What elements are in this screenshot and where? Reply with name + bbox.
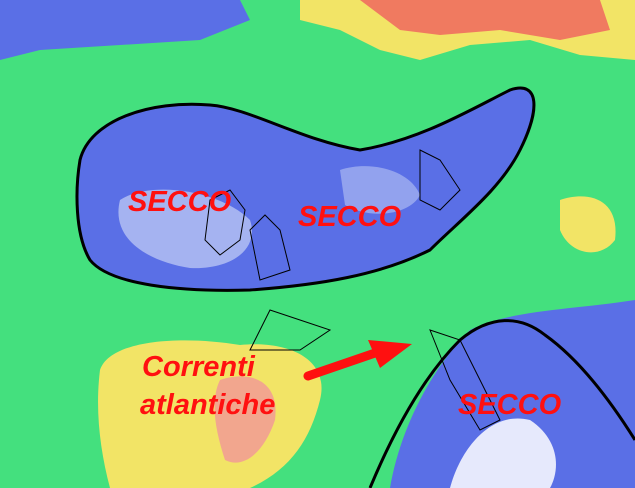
label-secco-north-sea: SECCO (298, 201, 402, 233)
very-dry-area-1 (118, 189, 252, 269)
very-dry-area-2 (340, 166, 420, 214)
very-dry-area-3 (450, 418, 556, 488)
dry-area-southeast (390, 300, 635, 488)
contour-line-north (75, 86, 536, 292)
dry-area-northwest (0, 0, 250, 60)
humid-salmon-iberia (214, 376, 276, 463)
humid-area-iberia (98, 340, 322, 488)
humid-area-east (560, 196, 616, 253)
contour-line-south (368, 319, 635, 488)
label-atlantiche: atlantiche (140, 389, 276, 421)
humid-red-area-north (360, 0, 610, 40)
label-secco-balkans: SECCO (458, 389, 562, 421)
label-secco-atlantic: SECCO (128, 186, 232, 218)
label-correnti: Correnti (142, 351, 255, 383)
coastlines (204, 149, 501, 431)
arrow-icon (303, 340, 412, 381)
